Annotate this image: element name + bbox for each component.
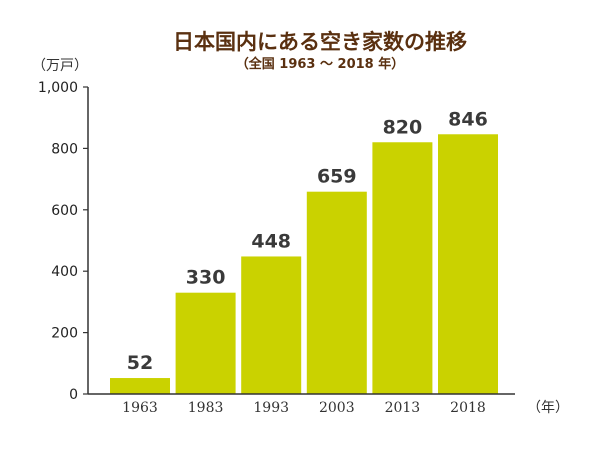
bar-2013 [372, 142, 433, 394]
data-label-2018: 846 [448, 108, 488, 130]
chart-subtitle: （全国 1963 ～ 2018 年） [236, 56, 404, 72]
data-label-2013: 820 [383, 116, 423, 138]
x-axis-unit-label: （年） [527, 400, 569, 416]
x-tick-label-2018: 2018 [450, 400, 486, 416]
bar-2018 [438, 134, 498, 394]
y-tick-label: 200 [51, 326, 78, 342]
chart-title: 日本国内にある空き家数の推移 [173, 30, 467, 54]
y-tick-label: 0 [69, 387, 78, 403]
data-label-1983: 330 [186, 267, 226, 289]
data-label-1993: 448 [251, 230, 291, 252]
x-tick-label-1963: 1963 [122, 400, 158, 416]
y-axis-unit-label: （万戸） [32, 58, 88, 74]
bar-2003 [306, 191, 367, 394]
bar-1983 [175, 292, 236, 394]
bars [110, 134, 498, 394]
data-label-2003: 659 [317, 166, 357, 188]
x-tick-label-1983: 1983 [188, 400, 224, 416]
y-tick-label: 1,000 [38, 80, 78, 96]
data-labels: 52 330 448 659 820 846 [127, 108, 488, 374]
x-tick-label-2003: 2003 [319, 400, 355, 416]
y-tick-label: 800 [51, 141, 78, 157]
y-tick-label: 600 [51, 203, 78, 219]
bar-1993 [241, 256, 302, 394]
x-tick-label-2013: 2013 [385, 400, 421, 416]
x-tick-label-1993: 1993 [253, 400, 289, 416]
bar-1963 [110, 378, 170, 394]
y-axis-ticks: 0 200 400 600 800 1,000 [38, 80, 88, 403]
x-axis-tick-labels: 1963 1983 1993 2003 2013 2018 [122, 400, 486, 416]
y-tick-label: 400 [51, 264, 78, 280]
data-label-1963: 52 [127, 352, 153, 374]
